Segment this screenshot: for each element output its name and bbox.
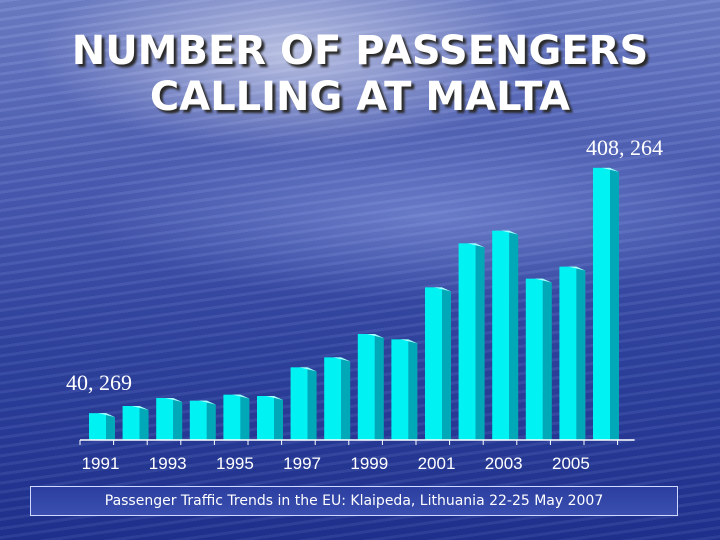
bar-front-2003: [492, 230, 510, 440]
footer-caption: Passenger Traffic Trends in the EU: Klai…: [30, 486, 678, 516]
bar-1999: [357, 334, 384, 440]
bar-top-2004: [525, 278, 552, 283]
bar-2002: [458, 243, 485, 440]
bar-2001: [425, 287, 451, 440]
bar-side-1995: [240, 394, 250, 440]
bar-2000: [391, 339, 418, 440]
bar-front-2006: [593, 167, 610, 440]
bar-side-1996: [274, 396, 283, 440]
bar-front-2005: [559, 266, 577, 440]
bar-1998: [324, 357, 351, 440]
x-tick-label-1995: 1995: [216, 454, 254, 473]
bar-front-1999: [357, 334, 375, 440]
bar-side-2001: [442, 287, 451, 440]
x-tick-label-2003: 2003: [485, 454, 523, 473]
bar-side-2006: [610, 167, 619, 440]
bar-side-2000: [408, 339, 418, 440]
x-tick-label-1991: 1991: [82, 454, 120, 473]
bar-front-2004: [525, 278, 543, 440]
bar-front-1993: [156, 398, 174, 440]
bar-top-2005: [559, 266, 586, 271]
bar-front-1998: [324, 357, 342, 440]
x-tick-label-1993: 1993: [149, 454, 187, 473]
bar-side-1997: [307, 367, 317, 440]
x-tick-labels: 1991 1993 1995 1997 1999 2001 2003 2005: [82, 454, 590, 473]
bar-front-1994: [189, 400, 207, 440]
title-line-1: NUMBER OF PASSENGERS: [71, 28, 649, 74]
bar-1996: [257, 396, 283, 440]
bar-top-1998: [324, 357, 351, 362]
bar-top-1997: [290, 367, 317, 372]
title-line-2: CALLING AT MALTA: [149, 74, 571, 120]
bar-top-1999: [357, 334, 384, 338]
bar-front-1996: [257, 396, 274, 440]
bar-side-2004: [542, 278, 552, 440]
x-tick-marks: [79, 440, 619, 445]
bar-side-2005: [576, 266, 586, 440]
bar-top-2000: [391, 339, 418, 344]
bar-top-1993: [156, 398, 183, 402]
bar-2005: [559, 266, 586, 440]
bar-front-2001: [425, 287, 442, 440]
bar-side-2002: [475, 243, 485, 440]
bar-1994: [189, 400, 216, 440]
bar-1991: [89, 413, 115, 440]
bar-front-1995: [223, 394, 241, 440]
bar-side-1991: [106, 413, 115, 440]
bar-side-1999: [374, 334, 384, 440]
bar-top-2003: [492, 230, 519, 235]
annotation-min-value: 40, 269: [66, 370, 132, 395]
annotation-max-value: 408, 264: [586, 135, 663, 160]
bar-1992: [122, 406, 149, 440]
bar-top-2002: [458, 243, 485, 248]
x-tick-label-1999: 1999: [350, 454, 388, 473]
bar-1995: [223, 394, 250, 440]
bar-front-1992: [122, 406, 140, 440]
bar-2006: [593, 167, 619, 440]
bar-side-1993: [173, 398, 183, 440]
bar-side-1998: [341, 357, 351, 440]
bar-2004: [525, 278, 552, 440]
bar-side-2003: [509, 230, 519, 440]
bar-top-1996: [257, 396, 283, 400]
bar-front-2002: [458, 243, 476, 440]
bar-1997: [290, 367, 317, 440]
bar-top-2001: [425, 287, 451, 292]
bar-side-1992: [139, 406, 149, 440]
x-tick-label-2001: 2001: [418, 454, 456, 473]
bar-top-1992: [122, 406, 149, 410]
bar-side-1994: [206, 400, 216, 440]
bar-front-2000: [391, 339, 409, 440]
x-tick-label-2005: 2005: [552, 454, 590, 473]
bar-front-1997: [290, 367, 308, 440]
bar-front-1991: [89, 413, 106, 440]
chart-title: NUMBER OF PASSENGERS CALLING AT MALTA: [0, 28, 720, 120]
bar-2003: [492, 230, 519, 440]
bar-top-1994: [189, 400, 216, 405]
bar-top-1991: [89, 413, 115, 418]
x-tick-label-1997: 1997: [283, 454, 321, 473]
bar-top-2006: [593, 167, 619, 172]
bar-1993: [156, 398, 183, 440]
bars-group: [89, 167, 619, 440]
bar-top-1995: [223, 394, 250, 399]
